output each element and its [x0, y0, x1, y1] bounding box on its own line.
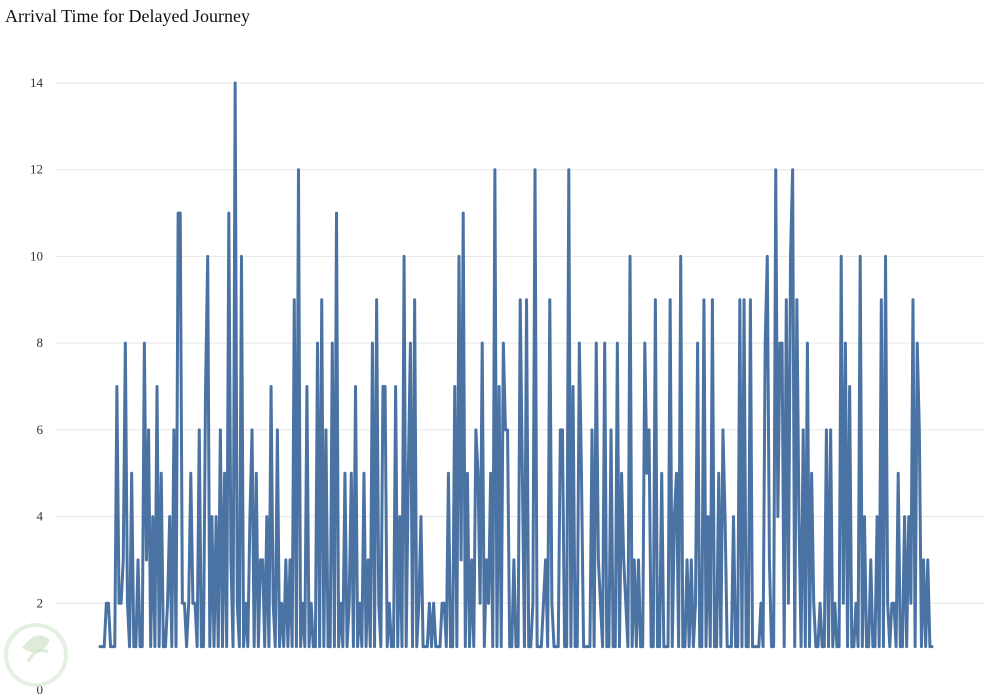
- y-tick-label-10: 10: [30, 248, 43, 263]
- series-line-0: [98, 81, 934, 649]
- y-tick-label-0: 0: [37, 682, 44, 697]
- series-layer: [98, 81, 934, 649]
- y-tick-label-14: 14: [30, 75, 44, 90]
- y-tick-label-4: 4: [37, 509, 44, 524]
- chart-title: Arrival Time for Delayed Journey: [5, 6, 250, 26]
- y-tick-label-12: 12: [30, 162, 43, 177]
- y-tick-label-6: 6: [37, 422, 44, 437]
- y-axis-tick-labels: 0 2 4 6 8 10 12 14: [30, 75, 44, 697]
- watermark-logo: [4, 623, 68, 687]
- y-tick-label-8: 8: [37, 335, 44, 350]
- y-tick-label-2: 2: [37, 595, 44, 610]
